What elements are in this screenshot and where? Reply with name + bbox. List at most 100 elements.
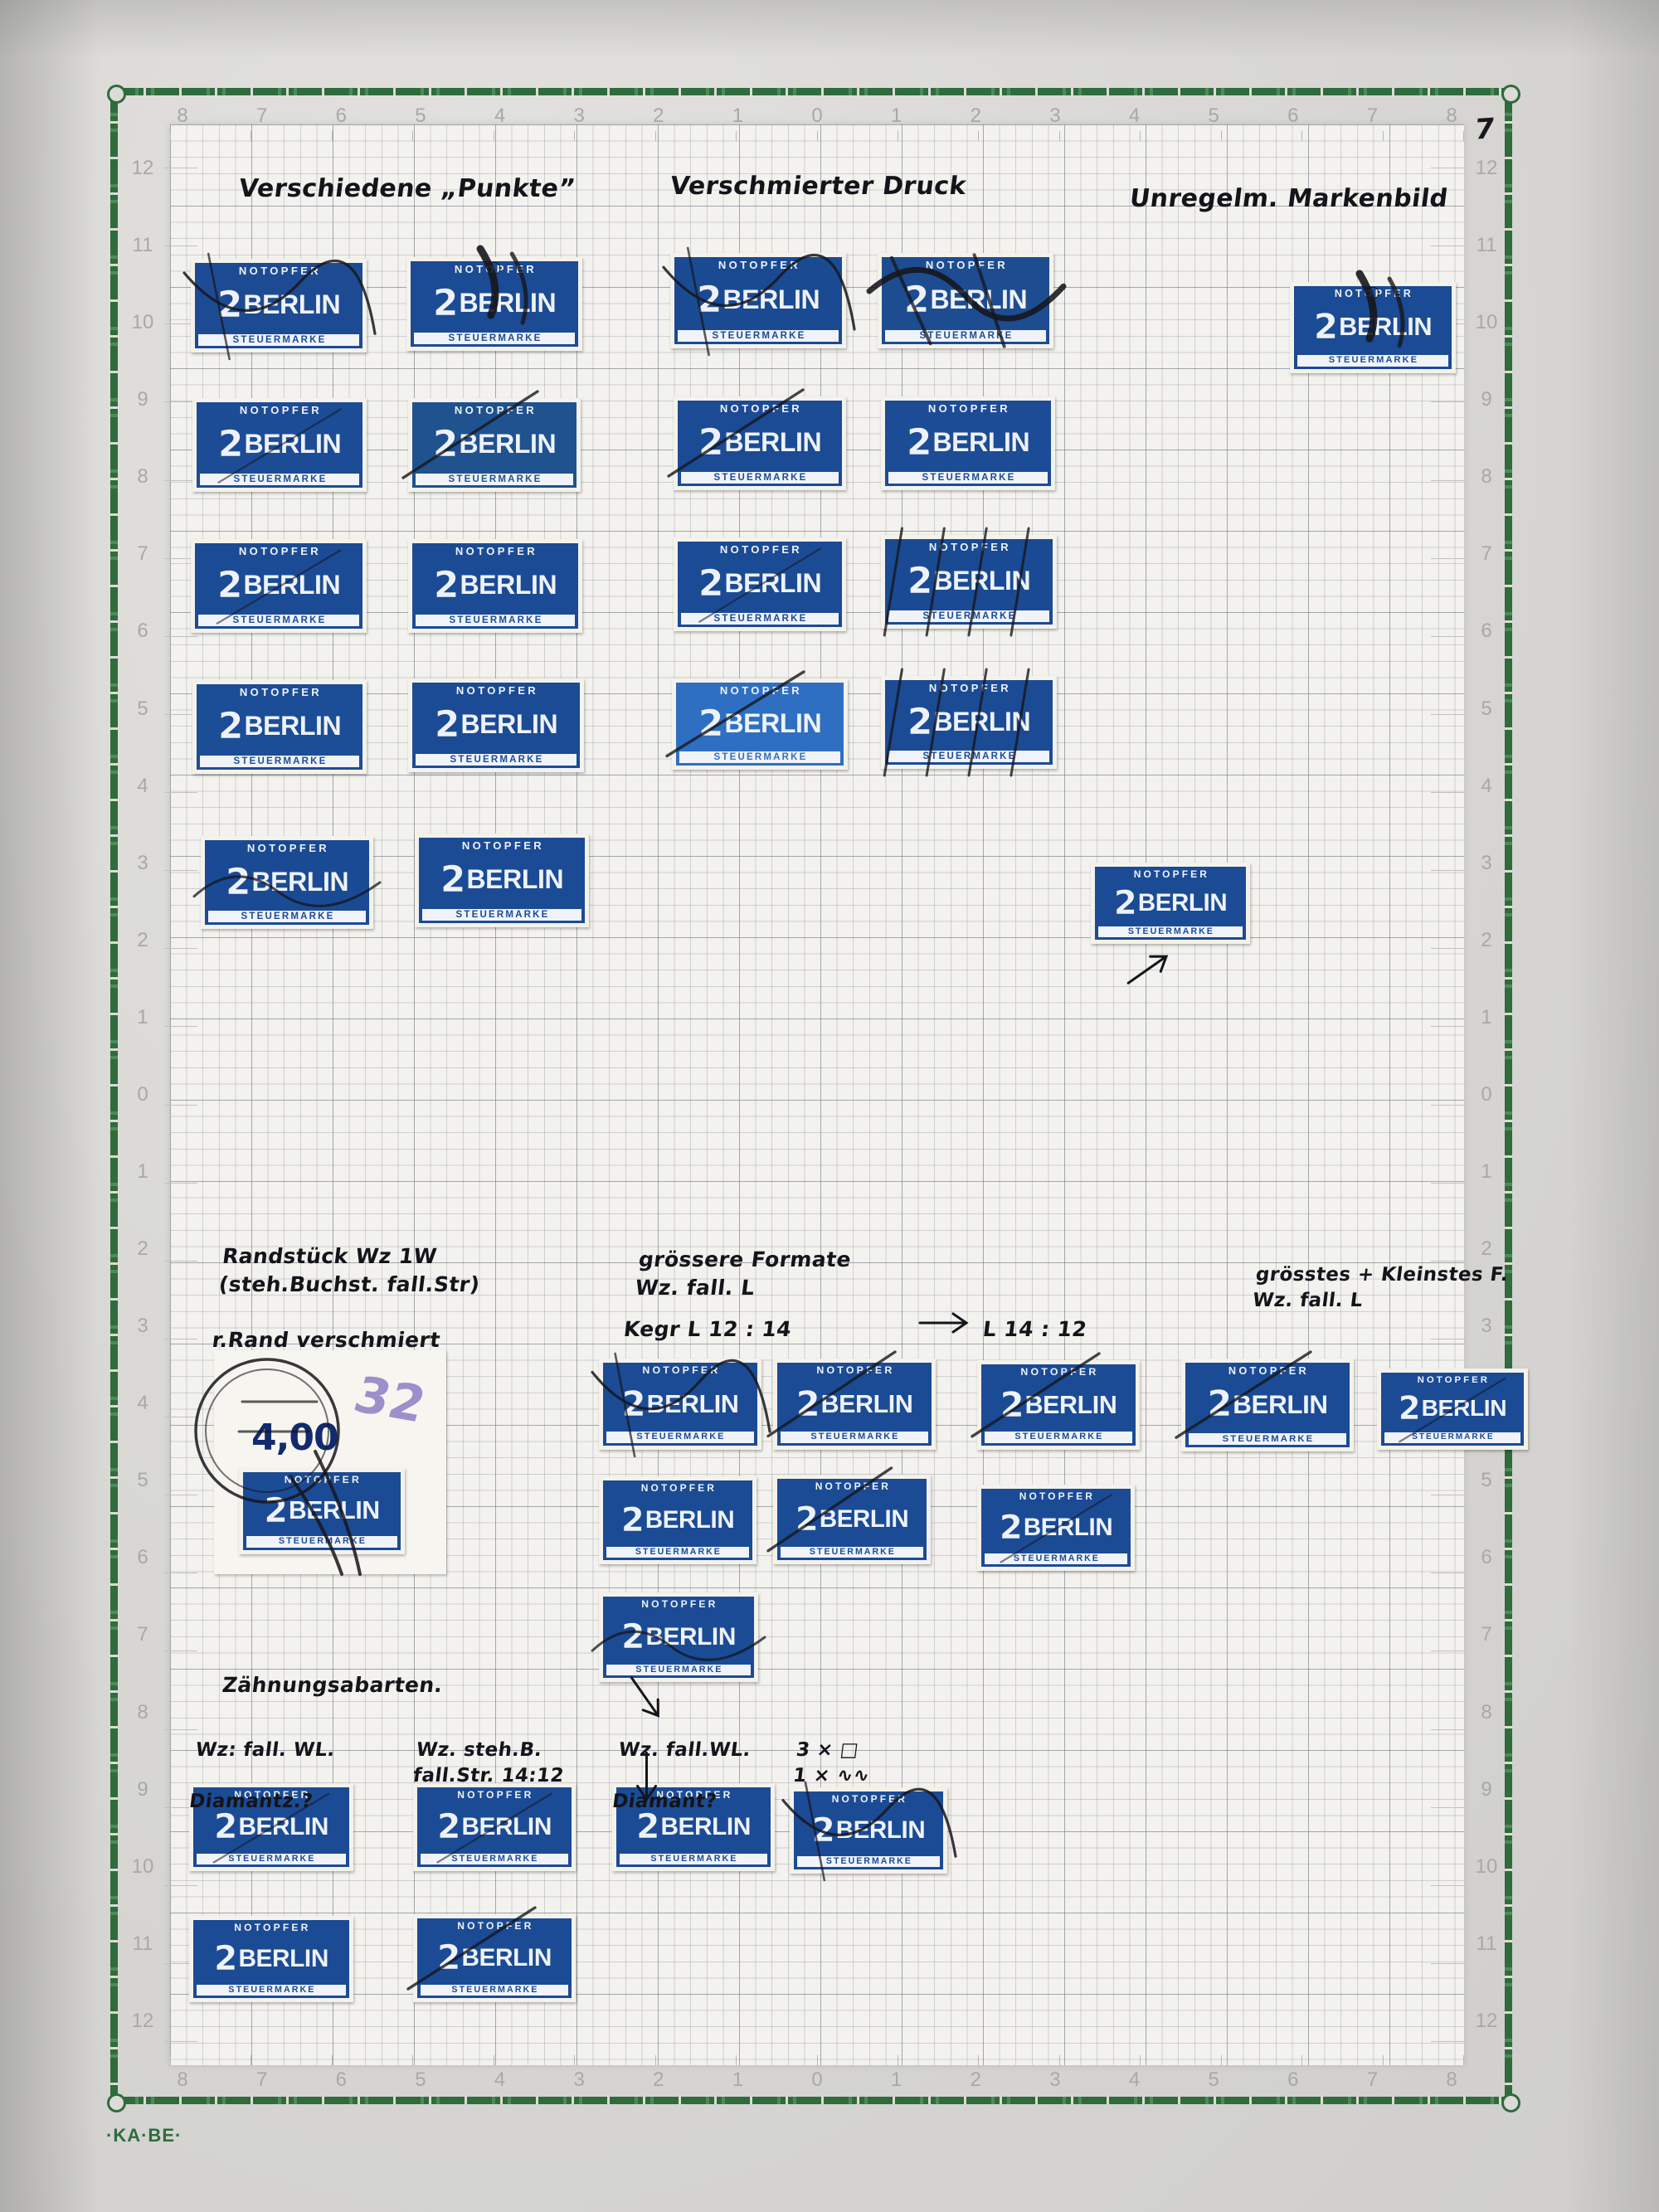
stamp-bottom-text: STEUERMARKE — [1384, 1432, 1520, 1443]
ruler-tick-label: 1 — [890, 105, 902, 127]
ruler-tick-label: 6 — [1287, 2069, 1299, 2091]
stamp-notopfer-berlin: NOTOPFER 2 BERLIN STEUERMARKE — [191, 259, 367, 352]
border-corner-bottom-left — [107, 2093, 126, 2112]
ruler-tick — [1431, 401, 1464, 403]
stamp-design: NOTOPFER 2 BERLIN STEUERMARKE — [603, 1597, 754, 1678]
ruler-tick — [654, 131, 656, 141]
ruler-tick-label: 2 — [970, 2069, 981, 2091]
stamp-value: 2 — [1398, 1389, 1421, 1427]
stamp-center: 2 BERLIN — [606, 1375, 754, 1432]
annotation-label-d: 3 × □ 1 × ∿∿ — [791, 1739, 871, 1787]
stamp-notopfer-berlin: NOTOPFER 2 BERLIN STEUERMARKE — [599, 1359, 761, 1450]
ruler-tick-label: 9 — [1481, 388, 1492, 411]
stamp-country: BERLIN — [932, 427, 1030, 458]
stamp-notopfer-berlin: NOTOPFER 2 BERLIN STEUERMARKE — [881, 396, 1055, 490]
ruler-tick — [1431, 792, 1464, 793]
stamp-country: BERLIN — [1137, 888, 1228, 916]
annotation-zaehnungsabarten: Zähnungsabarten. — [221, 1673, 445, 1697]
ruler-tick — [736, 131, 737, 141]
ruler-scale-left: 12 11 10 9 8 7 6 5 4 3 2 1 0 1 2 3 4 5 6 7 8 9 10 11 12 — [126, 158, 159, 2032]
stamp-bottom-text: STEUERMARKE — [422, 908, 581, 921]
ruler-tick — [1463, 2055, 1464, 2065]
stamp-top-text: NOTOPFER — [816, 1364, 895, 1376]
stamp-center: 2 BERLIN — [246, 1485, 397, 1538]
ruler-tick — [164, 557, 197, 559]
stamp-value: 2 — [907, 700, 933, 743]
stamp-country: BERLIN — [819, 1505, 909, 1533]
ruler-tick-label: 3 — [1481, 1315, 1492, 1338]
stamp-design: NOTOPFER 2 BERLIN STEUERMARKE — [193, 1920, 349, 1998]
stamp-country: BERLIN — [835, 1816, 926, 1844]
stamp-notopfer-berlin: NOTOPFER 2 BERLIN STEUERMARKE — [670, 253, 846, 348]
ruler-tick-label: 1 — [137, 1005, 148, 1028]
ruler-tick — [1058, 2055, 1060, 2065]
stamp-center: 2 BERLIN — [985, 1377, 1132, 1432]
annotation-kegr-links: Kegr L 12 : 14 — [622, 1317, 793, 1341]
stamp-value: 2 — [1000, 1383, 1024, 1425]
stamp-value: 2 — [1113, 882, 1137, 923]
stamp-center: 2 BERLIN — [781, 1375, 928, 1432]
stamp-notopfer-berlin: NOTOPFER 2 BERLIN STEUERMARKE — [408, 539, 582, 633]
stamp-notopfer-berlin: NOTOPFER 2 BERLIN STEUERMARKE — [599, 1476, 757, 1564]
ruler-tick — [164, 323, 197, 325]
ruler-tick-label: 7 — [137, 542, 148, 566]
stamp-bottom-text: STEUERMARKE — [421, 1984, 568, 1996]
stamp-value: 2 — [264, 1490, 289, 1530]
stamp-notopfer-berlin: NOTOPFER 2 BERLIN STEUERMARKE — [773, 1475, 931, 1564]
ruler-ticks-top — [170, 131, 1464, 141]
stamp-design: NOTOPFER 2 BERLIN STEUERMARKE — [243, 1472, 401, 1550]
annotation-label-b: Wz. steh.B. fall.Str. 14:12 — [411, 1739, 566, 1787]
stamp-design: NOTOPFER 2 BERLIN STEUERMARKE — [674, 257, 842, 344]
stamp-notopfer-berlin: NOTOPFER 2 BERLIN STEUERMARKE — [201, 836, 373, 929]
ruler-tick — [1301, 131, 1303, 141]
stamp-value: 2 — [214, 1937, 238, 1978]
ruler-ticks-bottom — [170, 2055, 1464, 2065]
stamp-value: 2 — [217, 423, 244, 466]
stamp-country: BERLIN — [459, 429, 557, 459]
stamp-center: 2 BERLIN — [1384, 1384, 1520, 1433]
annotation-randstueck: Randstück Wz 1W (steh.Buchst. fall.Str) … — [211, 1244, 482, 1353]
ruler-tick-label: 5 — [137, 1469, 148, 1492]
stamp-design: NOTOPFER 2 BERLIN STEUERMARKE — [412, 543, 578, 629]
stamp-value: 2 — [434, 703, 460, 746]
ruler-tick-label: 8 — [1446, 2069, 1457, 2091]
ruler-tick-label: 0 — [1481, 1082, 1492, 1106]
ruler-tick-label: 4 — [137, 774, 148, 797]
ruler-tick — [164, 401, 197, 403]
ruler-tick-label: 11 — [1476, 234, 1497, 257]
stamp-country: BERLIN — [646, 1389, 739, 1418]
stamp-center: 2 BERLIN — [208, 853, 366, 912]
stamp-top-text: NOTOPFER — [928, 682, 1012, 694]
stamp-center: 2 BERLIN — [681, 555, 839, 614]
stamp-center: 2 BERLIN — [421, 1931, 568, 1986]
ruler-tick — [1431, 870, 1464, 872]
ruler-tick-label: 3 — [573, 2069, 585, 2091]
ruler-tick-label: 5 — [1481, 697, 1492, 720]
stamp-country: BERLIN — [724, 427, 822, 458]
ruler-tick-label: 0 — [811, 105, 823, 127]
stamp-bottom-text: STEUERMARKE — [200, 473, 359, 485]
stamp-design: NOTOPFER 2 BERLIN STEUERMARKE — [1381, 1373, 1524, 1446]
stamp-center: 2 BERLIN — [681, 414, 839, 473]
ruler-scale-top: 8 7 6 5 4 3 2 1 0 1 2 3 4 5 6 7 8 — [170, 105, 1464, 128]
stamp-notopfer-berlin: NOTOPFER 2 BERLIN STEUERMARKE — [599, 1592, 758, 1682]
ruler-tick-label: 6 — [137, 620, 148, 643]
stamp-notopfer-berlin: NOTOPFER 2 BERLIN STEUERMARKE — [977, 1485, 1135, 1571]
ruler-tick-label: 8 — [177, 105, 188, 127]
ruler-tick — [331, 2055, 333, 2065]
stamp-top-text: NOTOPFER — [1228, 1364, 1310, 1377]
stamp-value: 2 — [795, 1499, 819, 1539]
ruler-tick — [1431, 635, 1464, 637]
ruler-tick — [1431, 557, 1464, 559]
stamp-bottom-text: STEUERMARKE — [985, 1553, 1127, 1564]
stamp-country: BERLIN — [238, 1944, 328, 1972]
stamp-top-text: NOTOPFER — [1133, 868, 1209, 880]
stamp-center: 2 BERLIN — [781, 1491, 923, 1548]
stamp-top-text: NOTOPFER — [1334, 288, 1414, 299]
stamp-top-text: NOTOPFER — [640, 1482, 717, 1494]
stamp-top-text: NOTOPFER — [719, 684, 803, 697]
stamp-country: BERLIN — [933, 706, 1031, 737]
stamp-design: NOTOPFER 2 BERLIN STEUERMARKE — [616, 1787, 771, 1867]
stamp-notopfer-berlin: NOTOPFER 2 BERLIN STEUERMARKE — [612, 1783, 775, 1871]
